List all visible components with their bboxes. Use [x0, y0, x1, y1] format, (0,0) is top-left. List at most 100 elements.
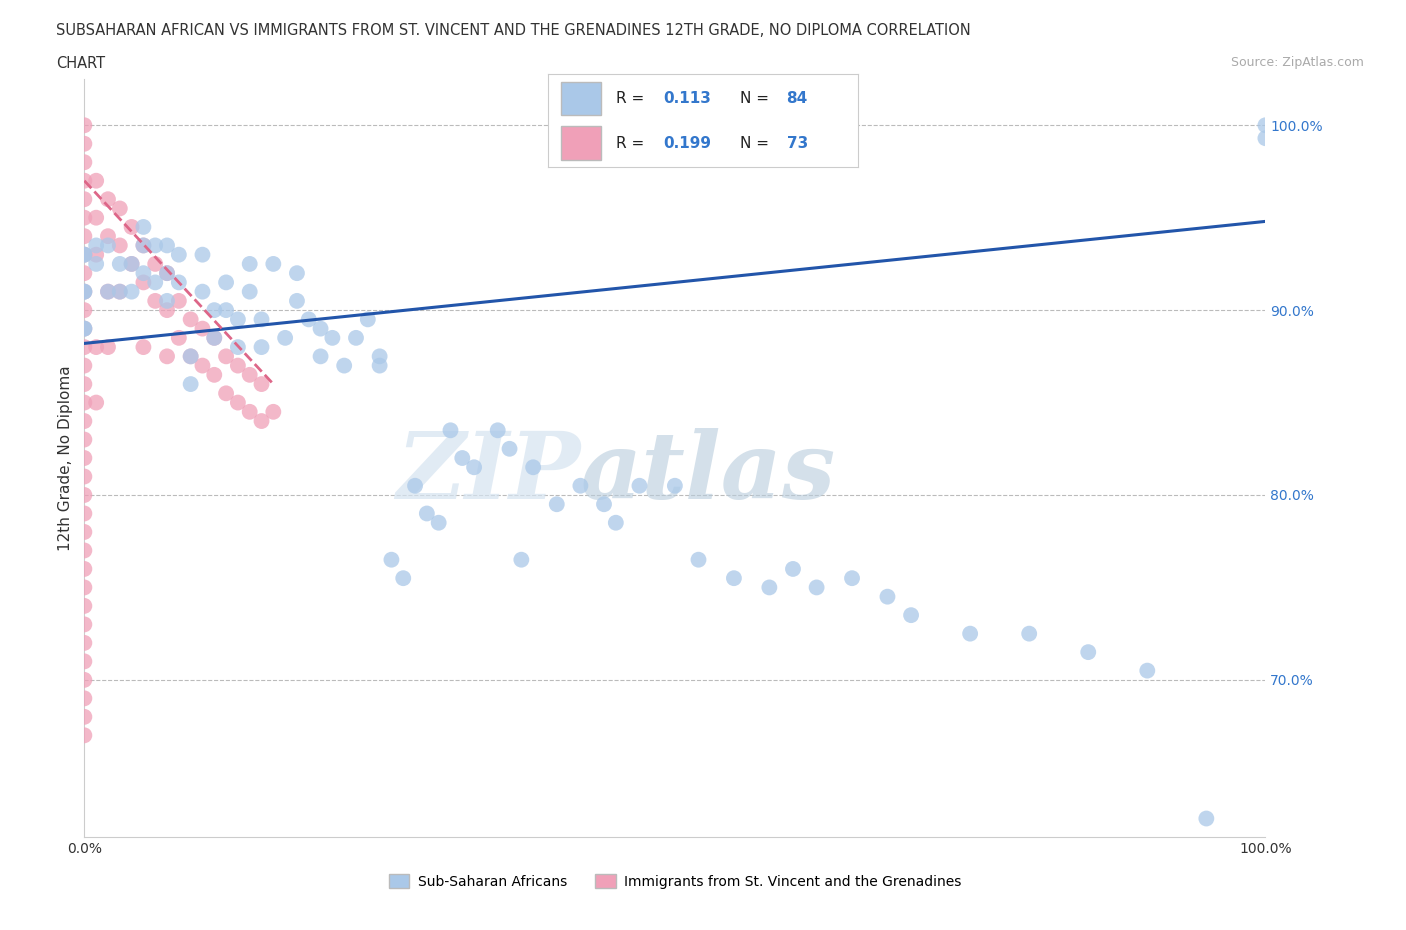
- Point: [1195, 811, 1218, 826]
- Point: [226, 339, 249, 354]
- Point: [84, 395, 107, 410]
- Point: [156, 266, 179, 281]
- Point: [84, 247, 107, 262]
- Point: [73, 210, 96, 225]
- Legend: Sub-Saharan Africans, Immigrants from St. Vincent and the Grenadines: Sub-Saharan Africans, Immigrants from St…: [382, 869, 967, 895]
- Point: [108, 285, 131, 299]
- Point: [73, 321, 96, 336]
- Point: [73, 173, 96, 188]
- Point: [900, 607, 922, 622]
- Point: [121, 257, 143, 272]
- Point: [73, 506, 96, 521]
- Point: [73, 339, 96, 354]
- Point: [782, 562, 804, 577]
- Point: [605, 515, 627, 530]
- Point: [250, 312, 273, 326]
- FancyBboxPatch shape: [561, 82, 600, 115]
- Point: [84, 238, 107, 253]
- Point: [97, 229, 120, 244]
- Text: 0.199: 0.199: [662, 136, 711, 151]
- Point: [156, 349, 179, 364]
- Point: [73, 285, 96, 299]
- Point: [180, 349, 202, 364]
- Point: [180, 377, 202, 392]
- Point: [262, 405, 284, 419]
- Point: [73, 247, 96, 262]
- Point: [344, 330, 367, 345]
- Point: [73, 137, 96, 152]
- Point: [156, 238, 179, 253]
- Point: [486, 423, 509, 438]
- Point: [73, 710, 96, 724]
- Point: [215, 349, 238, 364]
- Text: R =: R =: [616, 136, 650, 151]
- Point: [841, 571, 863, 586]
- Point: [463, 459, 485, 474]
- Point: [215, 275, 238, 290]
- Point: [73, 635, 96, 650]
- Text: 0.113: 0.113: [662, 91, 710, 106]
- Point: [309, 321, 332, 336]
- Point: [97, 285, 120, 299]
- Point: [73, 580, 96, 595]
- Text: 73: 73: [786, 136, 808, 151]
- Point: [688, 552, 710, 567]
- Point: [121, 219, 143, 234]
- Point: [73, 672, 96, 687]
- Point: [380, 552, 402, 567]
- Point: [73, 229, 96, 244]
- Point: [546, 497, 568, 512]
- Point: [73, 321, 96, 336]
- Point: [368, 358, 391, 373]
- Point: [202, 302, 225, 317]
- Point: [226, 312, 249, 326]
- Point: [628, 478, 651, 493]
- Point: [226, 358, 249, 373]
- Point: [73, 154, 96, 169]
- Text: N =: N =: [740, 136, 773, 151]
- Point: [333, 358, 356, 373]
- Point: [262, 257, 284, 272]
- Point: [156, 266, 179, 281]
- Point: [132, 238, 155, 253]
- Point: [84, 210, 107, 225]
- Point: [73, 451, 96, 466]
- Point: [569, 478, 592, 493]
- Point: [226, 395, 249, 410]
- Point: [180, 312, 202, 326]
- Point: [108, 285, 131, 299]
- Point: [250, 339, 273, 354]
- Point: [498, 442, 520, 457]
- Point: [132, 219, 155, 234]
- Point: [451, 451, 474, 466]
- Point: [73, 285, 96, 299]
- Point: [156, 294, 179, 309]
- Point: [309, 349, 332, 364]
- Y-axis label: 12th Grade, No Diploma: 12th Grade, No Diploma: [58, 365, 73, 551]
- Point: [73, 285, 96, 299]
- Point: [108, 238, 131, 253]
- Point: [202, 367, 225, 382]
- Text: atlas: atlas: [581, 428, 835, 518]
- FancyBboxPatch shape: [561, 126, 600, 160]
- Point: [427, 515, 450, 530]
- Point: [97, 339, 120, 354]
- Point: [215, 386, 238, 401]
- Point: [97, 192, 120, 206]
- Point: [167, 275, 190, 290]
- Point: [439, 423, 461, 438]
- Point: [758, 580, 780, 595]
- Point: [321, 330, 343, 345]
- Point: [97, 285, 120, 299]
- Point: [806, 580, 828, 595]
- Point: [84, 339, 107, 354]
- Text: 84: 84: [786, 91, 808, 106]
- Point: [73, 599, 96, 614]
- Point: [239, 285, 262, 299]
- Point: [1254, 131, 1277, 146]
- Point: [73, 377, 96, 392]
- Point: [202, 330, 225, 345]
- Point: [723, 571, 745, 586]
- Point: [392, 571, 415, 586]
- Point: [959, 626, 981, 641]
